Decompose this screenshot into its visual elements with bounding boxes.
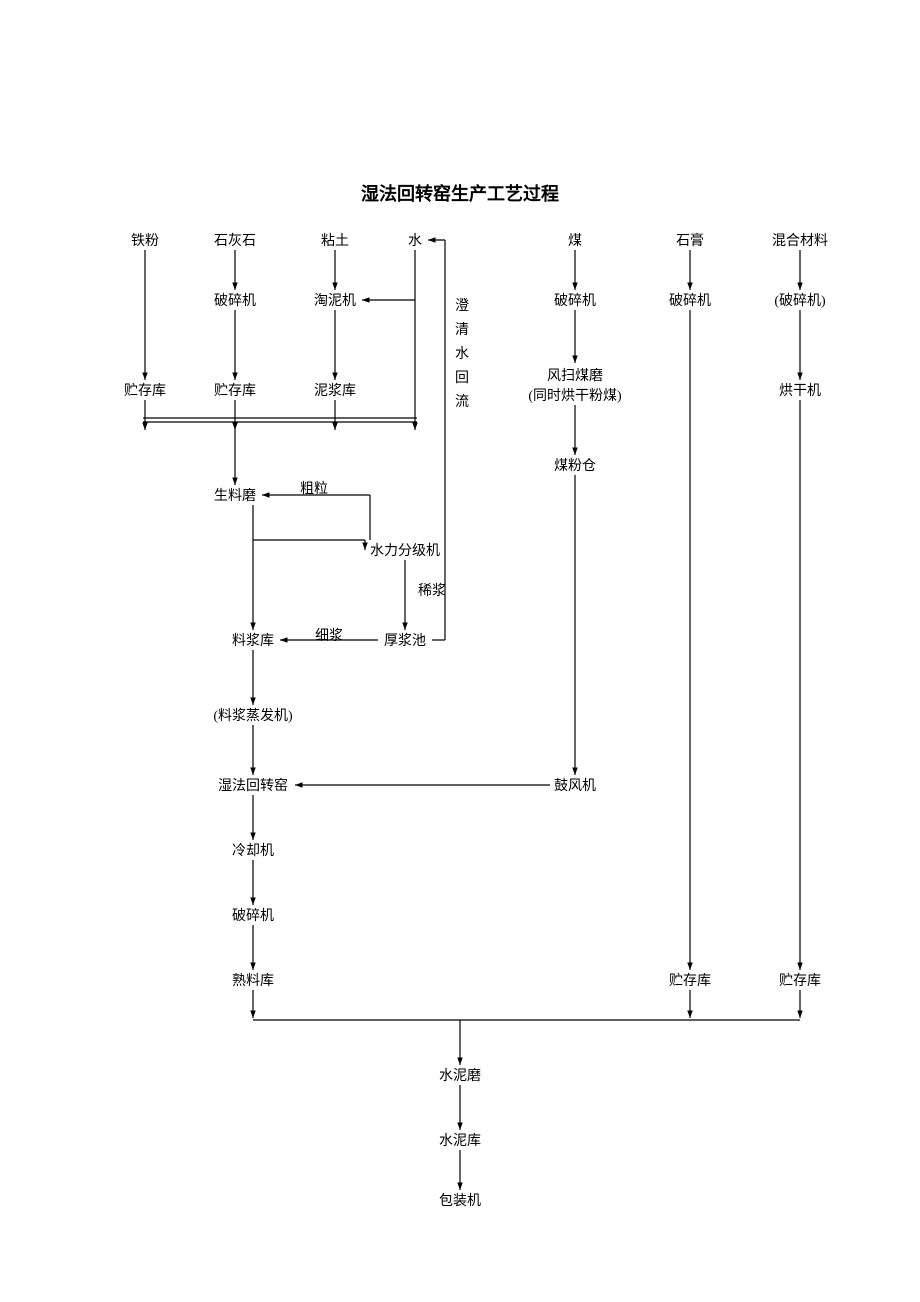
- node-gypsum: 石膏: [676, 230, 704, 250]
- node-lime: 石灰石: [214, 230, 256, 250]
- node-cement_mill: 水泥磨: [439, 1065, 481, 1085]
- node-mix_store: 贮存库: [779, 970, 821, 990]
- node-mix_dry: 烘干机: [779, 380, 821, 400]
- node-mix_crush: (破碎机): [774, 290, 825, 310]
- vlabel-clarify: 澄清水回流: [455, 295, 469, 415]
- edge-label-coarse: 粗粒: [300, 478, 328, 498]
- node-raw_mill: 生料磨: [214, 485, 256, 505]
- node-blower: 鼓风机: [554, 775, 596, 795]
- node-clay: 粘土: [321, 230, 349, 250]
- node-gyp_crush: 破碎机: [669, 290, 711, 310]
- edge-label-fine: 细浆: [315, 625, 343, 645]
- node-iron_store: 贮存库: [124, 380, 166, 400]
- node-water: 水: [408, 230, 422, 250]
- node-thick_pool: 厚浆池: [384, 630, 426, 650]
- node-lime_crush: 破碎机: [214, 290, 256, 310]
- node-coal_mill: 风扫煤磨: [547, 365, 603, 385]
- edge-label-thin: 稀浆: [418, 580, 446, 600]
- node-coal: 煤: [568, 230, 582, 250]
- node-clk_store: 熟料库: [232, 970, 274, 990]
- node-cooler: 冷却机: [232, 840, 274, 860]
- node-mix: 混合材料: [772, 230, 828, 250]
- node-coal_mill2: (同时烘干粉煤): [528, 385, 621, 405]
- flowchart-edges: [0, 0, 920, 1302]
- node-gyp_store: 贮存库: [669, 970, 711, 990]
- node-clay_wash: 淘泥机: [314, 290, 356, 310]
- node-clk_crush: 破碎机: [232, 905, 274, 925]
- node-coal_crush: 破碎机: [554, 290, 596, 310]
- node-slurry_store: 料浆库: [232, 630, 274, 650]
- node-packer: 包装机: [439, 1190, 481, 1210]
- node-cement_store: 水泥库: [439, 1130, 481, 1150]
- node-iron: 铁粉: [131, 230, 159, 250]
- node-coal_bin: 煤粉仓: [554, 455, 596, 475]
- node-evaporator: (料浆蒸发机): [213, 705, 292, 725]
- flowchart-page: 湿法回转窑生产工艺过程 铁粉石灰石粘土水煤石膏混合材料破碎机淘泥机破碎机破碎机(…: [0, 0, 920, 1302]
- node-kiln: 湿法回转窑: [218, 775, 288, 795]
- node-classifier: 水力分级机: [370, 540, 440, 560]
- node-lime_store: 贮存库: [214, 380, 256, 400]
- node-clay_store: 泥浆库: [314, 380, 356, 400]
